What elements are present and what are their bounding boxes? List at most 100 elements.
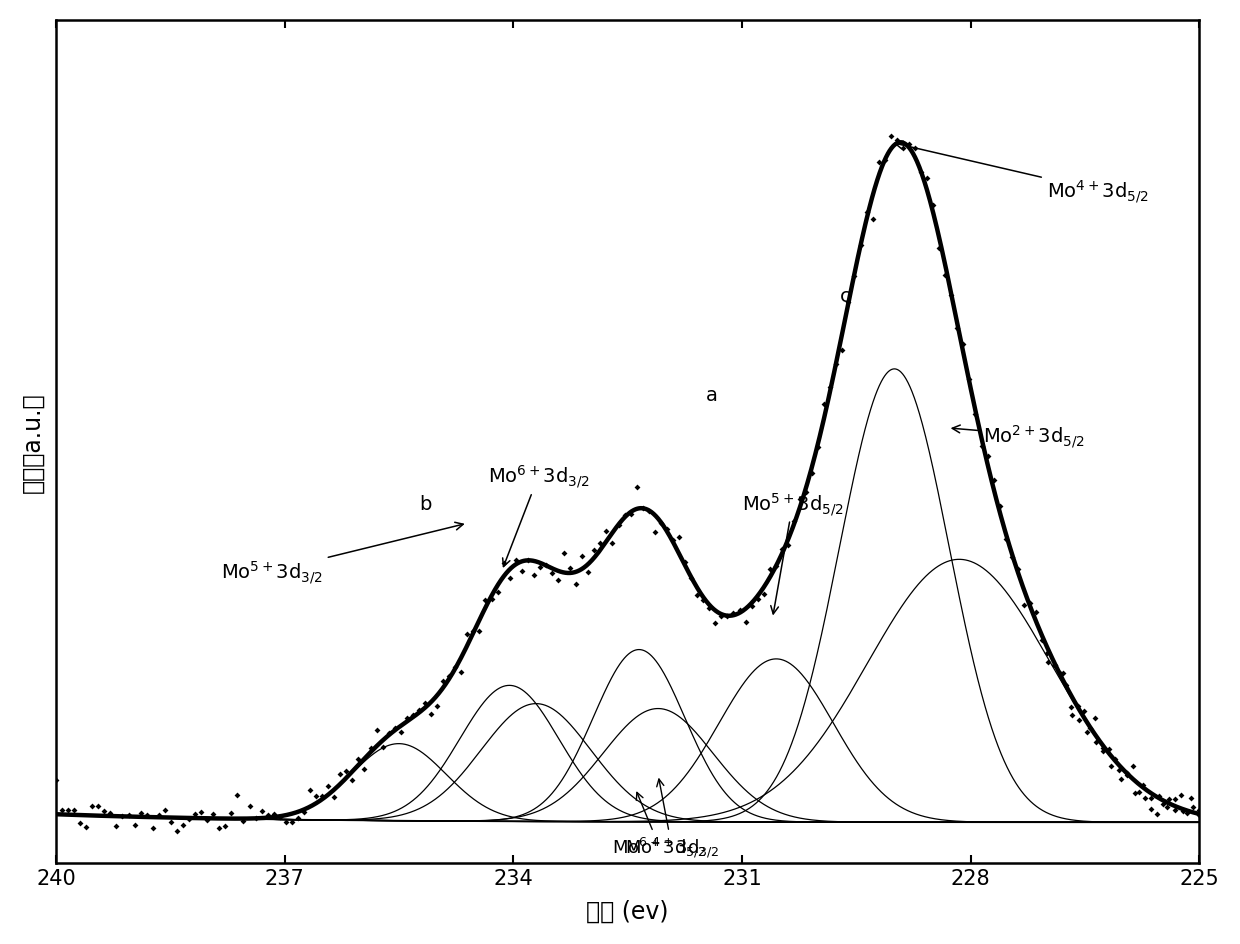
Point [494,556,513,571]
Point [554,546,574,561]
Point [766,558,786,573]
Point [1183,800,1203,815]
Point [1177,805,1197,820]
Point [403,708,423,723]
Point [525,567,544,582]
Point [869,155,889,170]
Point [651,515,671,531]
Point [832,344,852,359]
Point [857,205,877,220]
Point [427,700,446,715]
Point [977,449,997,464]
Point [149,808,169,823]
Point [107,818,126,834]
Point [77,820,97,835]
Point [500,570,520,585]
Point [815,397,835,413]
Point [367,722,387,737]
Point [1069,699,1089,714]
Point [983,473,1003,488]
Point [1189,802,1209,818]
Text: Mo$^{6+}$3d$_{3/2}$: Mo$^{6+}$3d$_{3/2}$ [487,463,589,567]
Point [990,499,1009,514]
Point [1128,784,1148,800]
Point [681,571,701,586]
Point [1092,740,1112,755]
Point [724,606,744,621]
Text: Mo$^{4+}$3d$_{5/2}$: Mo$^{4+}$3d$_{5/2}$ [895,143,1148,205]
Point [838,295,858,311]
Point [657,522,677,537]
Point [88,799,108,814]
Point [1086,734,1106,750]
Point [100,805,120,820]
Y-axis label: 强度（a.u.）: 强度（a.u.） [21,392,45,493]
Point [760,562,780,577]
Point [464,623,484,638]
Point [1189,808,1209,823]
Point [929,242,949,257]
Point [174,818,193,833]
Point [1037,646,1056,661]
Point [893,142,913,157]
Point [590,536,610,551]
Point [935,268,955,283]
Point [1153,797,1173,812]
Point [729,603,749,618]
Point [712,609,732,624]
Point [1045,658,1065,673]
Point [1025,604,1045,619]
Text: c: c [839,287,851,306]
Point [1069,713,1089,728]
Point [548,572,568,587]
Point [735,615,755,630]
Point [300,783,320,798]
Point [972,439,992,454]
Point [851,238,870,253]
Point [844,269,864,284]
Point [560,561,580,576]
Point [1111,772,1131,787]
Point [185,806,205,821]
Point [136,808,156,823]
Point [391,724,410,739]
Point [1135,790,1154,805]
Point [1166,802,1185,818]
Point [433,673,453,688]
Point [415,696,435,711]
Point [470,624,490,639]
Point [227,787,247,802]
Point [615,508,635,523]
Point [1101,759,1121,774]
Point [506,553,526,568]
Point [687,588,707,603]
Point [609,517,629,532]
Point [790,492,810,507]
Point [439,669,459,684]
Point [197,813,217,828]
Point [355,762,374,777]
Point [808,440,828,455]
Point [125,818,145,833]
Point [143,820,162,835]
Point [422,706,441,721]
Point [911,165,931,180]
Point [71,816,91,831]
Point [924,198,944,213]
Point [918,172,937,187]
Point [161,814,181,829]
Point [1105,751,1125,767]
Point [542,566,562,582]
Point [1021,596,1040,611]
Point [1061,700,1081,715]
Point [277,815,296,830]
Point [1002,549,1022,565]
Point [1117,766,1137,781]
Point [1147,806,1167,821]
Point [941,289,961,304]
Point [384,721,404,736]
Point [1172,787,1192,802]
Point [330,767,350,782]
Point [1085,711,1105,726]
Point [451,665,471,680]
